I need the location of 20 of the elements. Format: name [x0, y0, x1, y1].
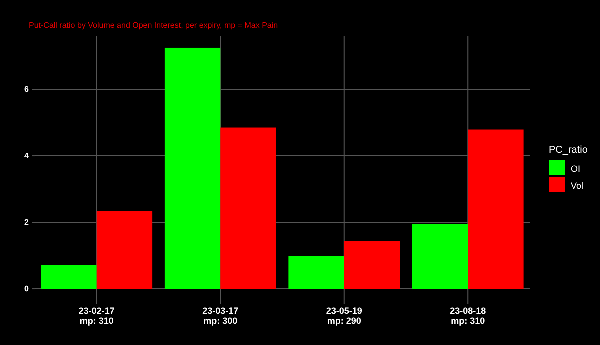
bar: [220, 128, 276, 290]
legend-label: OI: [571, 164, 581, 174]
bar: [468, 130, 524, 290]
bar: [96, 211, 153, 290]
y-tick-label: 6: [24, 85, 30, 94]
bar: [288, 256, 344, 290]
chart-subtitle: Put-Call ratio by Volume and Open Interest, per expiry, mp = Max Pain: [29, 21, 278, 30]
bar: [412, 224, 468, 290]
y-tick-label: 0: [24, 284, 30, 294]
legend-title: PC_ratio: [549, 145, 588, 156]
x-tick-label: 23-02-17 mp: 310: [78, 306, 115, 326]
x-tick-label: 23-03-17 mp: 300: [202, 306, 239, 326]
y-tick-label: 2: [24, 218, 30, 228]
bar: [164, 48, 221, 290]
y-tick-label: 4: [24, 152, 30, 161]
bar: [344, 241, 400, 290]
x-tick-label: 23-08-18 mp: 310: [450, 306, 486, 326]
bar: [41, 265, 97, 290]
legend-label: Vol: [571, 181, 584, 191]
x-tick-label: 23-05-19 mp: 290: [326, 306, 362, 326]
